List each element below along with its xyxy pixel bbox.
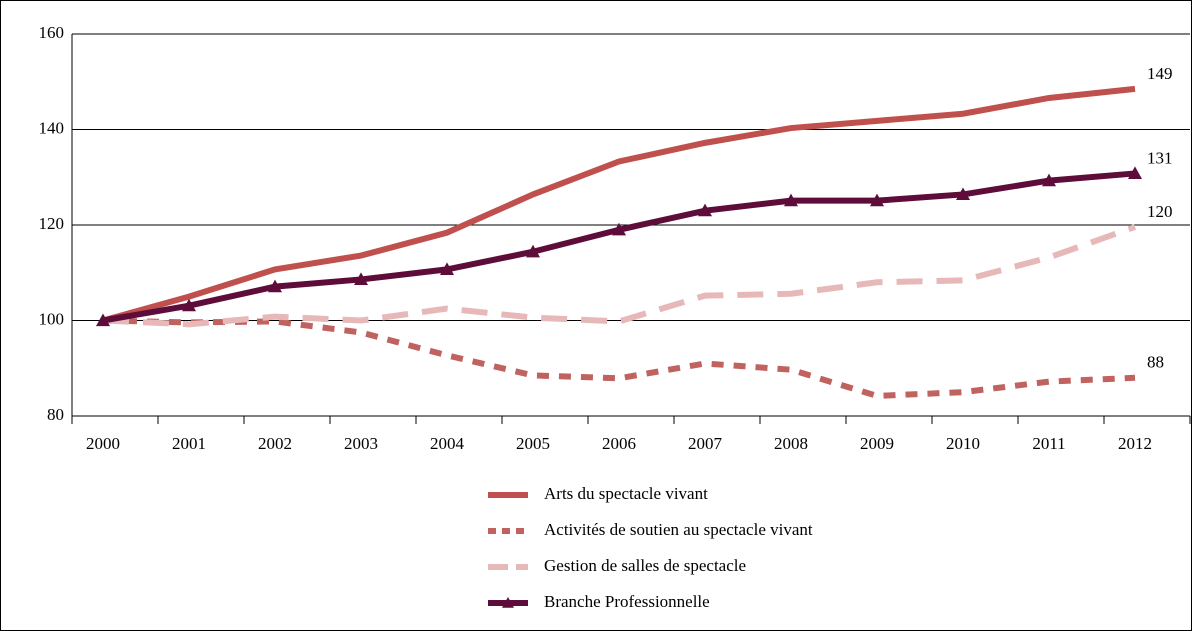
x-tick-label: 2008 bbox=[774, 434, 808, 453]
marker bbox=[1128, 166, 1142, 180]
marker bbox=[612, 222, 626, 236]
series-line bbox=[102, 224, 1137, 328]
x-tick-label: 2005 bbox=[516, 434, 550, 453]
y-tick-label: 160 bbox=[39, 23, 65, 42]
x-tick-label: 2011 bbox=[1032, 434, 1065, 453]
marker bbox=[268, 279, 282, 293]
x-tick-label: 2002 bbox=[258, 434, 292, 453]
data-label: 149 bbox=[1147, 64, 1173, 83]
marker bbox=[96, 313, 110, 327]
x-tick-label: 2012 bbox=[1118, 434, 1152, 453]
legend-label: Gestion de salles de spectacle bbox=[544, 556, 746, 575]
data-label: 88 bbox=[1147, 353, 1164, 372]
marker bbox=[956, 187, 970, 201]
x-tick-label: 2006 bbox=[602, 434, 636, 453]
legend-marker bbox=[502, 597, 514, 608]
y-tick-label: 140 bbox=[39, 118, 65, 137]
legend-label: Arts du spectacle vivant bbox=[544, 484, 708, 503]
x-tick-label: 2007 bbox=[688, 434, 723, 453]
marker bbox=[526, 244, 540, 258]
marker bbox=[354, 272, 368, 286]
data-label: 131 bbox=[1147, 148, 1173, 167]
marker bbox=[182, 298, 196, 312]
marker bbox=[698, 203, 712, 217]
legend-label: Activités de soutien au spectacle vivant bbox=[544, 520, 813, 539]
y-tick-label: 80 bbox=[47, 405, 64, 424]
y-tick-label: 120 bbox=[39, 214, 65, 233]
marker bbox=[1042, 173, 1056, 187]
legend-label: Branche Professionnelle bbox=[544, 592, 710, 611]
x-tick-label: 2003 bbox=[344, 434, 378, 453]
x-tick-label: 2004 bbox=[430, 434, 465, 453]
x-tick-label: 2009 bbox=[860, 434, 894, 453]
marker bbox=[784, 193, 798, 207]
marker bbox=[870, 193, 884, 207]
marker bbox=[440, 262, 454, 276]
y-tick-label: 100 bbox=[39, 309, 65, 328]
x-tick-label: 2000 bbox=[86, 434, 120, 453]
data-label: 120 bbox=[1147, 202, 1173, 221]
series-line bbox=[102, 85, 1136, 324]
x-tick-label: 2001 bbox=[172, 434, 206, 453]
x-tick-label: 2010 bbox=[946, 434, 980, 453]
